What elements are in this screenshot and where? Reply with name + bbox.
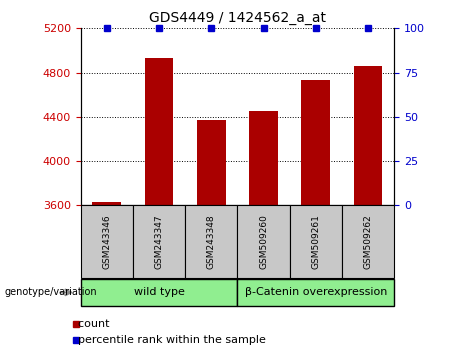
Bar xyxy=(92,202,121,205)
Text: GSM509262: GSM509262 xyxy=(364,214,372,269)
Text: β-Catenin overexpression: β-Catenin overexpression xyxy=(245,287,387,297)
Bar xyxy=(237,205,290,278)
Bar xyxy=(301,80,330,205)
Bar xyxy=(249,111,278,205)
Bar xyxy=(197,120,226,205)
Text: GSM509260: GSM509260 xyxy=(259,214,268,269)
Text: GSM509261: GSM509261 xyxy=(311,214,320,269)
Bar xyxy=(342,205,394,278)
Bar xyxy=(81,279,237,306)
Bar xyxy=(354,66,382,205)
Bar xyxy=(145,58,173,205)
Bar xyxy=(133,205,185,278)
Text: count: count xyxy=(71,319,110,329)
Bar xyxy=(237,279,394,306)
Title: GDS4449 / 1424562_a_at: GDS4449 / 1424562_a_at xyxy=(149,11,326,24)
Text: wild type: wild type xyxy=(134,287,184,297)
Bar xyxy=(81,205,133,278)
Text: GSM243347: GSM243347 xyxy=(154,214,164,269)
Bar xyxy=(290,205,342,278)
Bar xyxy=(185,205,237,278)
Text: GSM243348: GSM243348 xyxy=(207,214,216,269)
Text: genotype/variation: genotype/variation xyxy=(5,287,97,297)
Text: percentile rank within the sample: percentile rank within the sample xyxy=(71,335,266,345)
Text: GSM243346: GSM243346 xyxy=(102,214,111,269)
